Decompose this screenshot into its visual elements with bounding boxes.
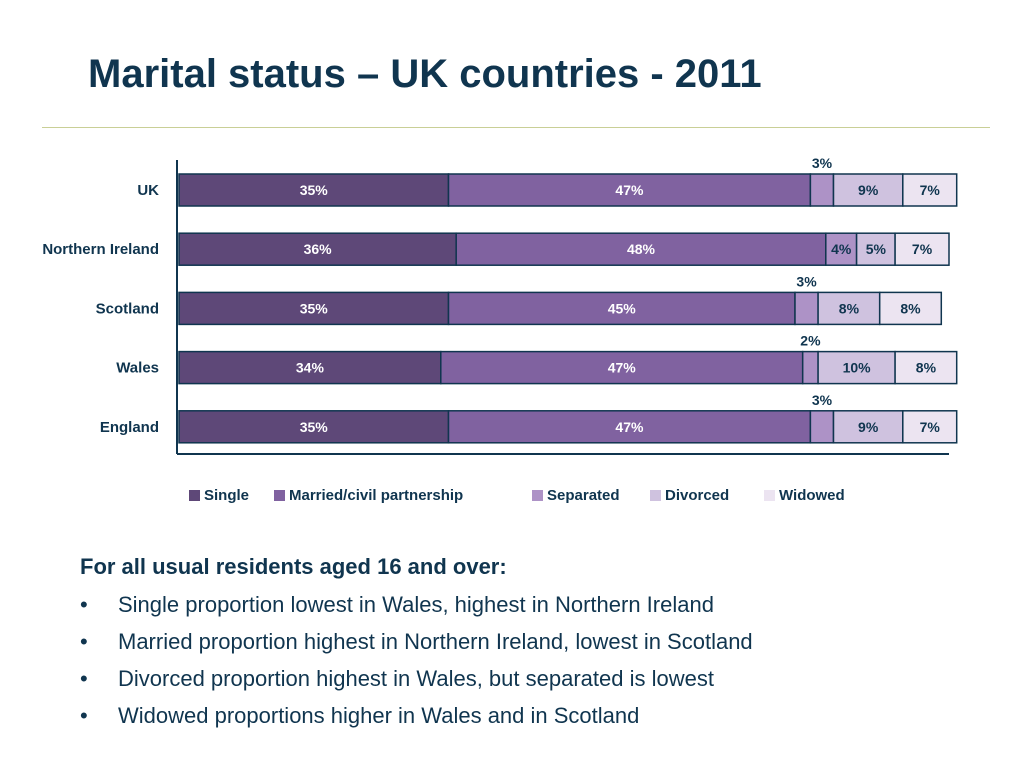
legend-item-separated: Separated (532, 486, 620, 504)
bullet-marker: • (80, 666, 88, 691)
legend-swatch-married (274, 489, 285, 501)
data-label-northern-ireland-separated: 4% (831, 241, 852, 257)
bar-scotland-single (178, 291, 450, 326)
data-label-northern-ireland-married-civil-partnership: 48% (627, 241, 656, 257)
data-label-scotland-single: 35% (300, 300, 329, 316)
category-label-northern-ireland: Northern Ireland (42, 241, 159, 258)
title-divider (42, 127, 990, 128)
data-label-uk-married-civil-partnership: 47% (615, 182, 644, 198)
category-label-scotland: Scotland (96, 300, 159, 317)
data-label-scotland-divorced: 8% (839, 300, 860, 316)
legend-label-widowed: Widowed (779, 486, 845, 504)
data-label-scotland-widowed: 8% (900, 300, 921, 316)
bar-uk-widowed (902, 173, 958, 207)
bullet-item: • Single proportion lowest in Wales, hig… (80, 586, 980, 623)
bar-wales-single (178, 350, 442, 385)
page-title: Marital status – UK countries - 2011 (88, 52, 762, 96)
bullet-text: Widowed proportions higher in Wales and … (118, 703, 640, 728)
bar-england-divorced (832, 410, 904, 444)
data-label-england-divorced: 9% (858, 419, 879, 435)
bullet-marker: • (80, 703, 88, 728)
summary-notes: For all usual residents aged 16 and over… (80, 554, 980, 734)
bar-northern-ireland-widowed (894, 232, 950, 266)
bar-uk-separated (809, 173, 835, 207)
bar-uk-single (178, 173, 450, 207)
data-label-wales-divorced: 10% (843, 360, 872, 376)
bar-scotland-separated (794, 291, 819, 326)
data-label-uk-separated: 3% (812, 155, 833, 171)
bar-england-separated (809, 410, 835, 444)
legend-label-married: Married/civil partnership (289, 486, 464, 504)
bullet-marker: • (80, 629, 88, 654)
bar-wales-widowed (894, 350, 958, 385)
bar-scotland-divorced (817, 291, 881, 326)
legend-swatch-separated (532, 489, 543, 501)
notes-heading: For all usual residents aged 16 and over… (80, 554, 507, 579)
category-label-wales: Wales (116, 360, 159, 377)
category-label-england: England (100, 419, 159, 436)
data-label-wales-single: 34% (296, 360, 325, 376)
bar-uk-married-civil-partnership (447, 173, 812, 207)
bullet-text: Divorced proportion highest in Wales, bu… (118, 666, 714, 691)
legend-item-widowed: Widowed (764, 486, 845, 504)
data-label-wales-separated: 2% (800, 333, 821, 349)
data-label-england-married-civil-partnership: 47% (615, 419, 644, 435)
legend-item-single: Single (189, 486, 249, 504)
data-label-wales-married-civil-partnership: 47% (608, 360, 637, 376)
bar-northern-ireland-divorced (855, 232, 896, 266)
bar-england-married-civil-partnership (447, 410, 812, 444)
data-label-england-widowed: 7% (920, 419, 941, 435)
marital-status-chart: UK 35% 47% 3% 9% 7% Northern Ireland 36% 48% 4% 5%… (42, 155, 958, 455)
legend-swatch-widowed (764, 489, 775, 501)
data-label-england-separated: 3% (812, 392, 833, 408)
data-label-scotland-married-civil-partnership: 45% (608, 300, 637, 316)
legend-label-separated: Separated (547, 486, 620, 504)
legend-item-divorced: Divorced (650, 486, 729, 504)
data-label-wales-widowed: 8% (916, 360, 937, 376)
legend-swatch-divorced (650, 489, 661, 501)
data-label-northern-ireland-single: 36% (304, 241, 333, 257)
bullet-text: Married proportion highest in Northern I… (118, 629, 753, 654)
bar-wales-divorced (817, 350, 896, 385)
legend-swatch-single (189, 489, 200, 501)
data-label-uk-divorced: 9% (858, 182, 879, 198)
bullet-text: Single proportion lowest in Wales, highe… (118, 592, 714, 617)
legend-item-married: Married/civil partnership (274, 486, 463, 504)
data-label-northern-ireland-divorced: 5% (866, 241, 887, 257)
bar-england-single (178, 410, 450, 444)
bar-northern-ireland-separated (825, 232, 858, 266)
bar-northern-ireland-single (178, 232, 457, 266)
data-label-uk-single: 35% (300, 182, 329, 198)
data-label-england-single: 35% (300, 419, 329, 435)
legend-label-divorced: Divorced (665, 486, 730, 504)
bar-uk-divorced (832, 173, 904, 207)
bullet-marker: • (80, 592, 88, 617)
bullet-item: • Widowed proportions higher in Wales an… (80, 697, 980, 734)
bullet-item: • Divorced proportion highest in Wales, … (80, 660, 980, 697)
category-label-uk: UK (137, 182, 159, 199)
data-label-scotland-separated: 3% (796, 273, 817, 289)
data-label-uk-widowed: 7% (920, 182, 941, 198)
bar-northern-ireland-married-civil-partnership (455, 232, 827, 266)
bullet-item: • Married proportion highest in Northern… (80, 623, 980, 660)
bar-england-widowed (902, 410, 958, 444)
data-label-northern-ireland-widowed: 7% (912, 241, 933, 257)
legend-label-single: Single (204, 486, 250, 504)
bar-wales-separated (801, 350, 819, 385)
bar-scotland-widowed (878, 291, 943, 326)
